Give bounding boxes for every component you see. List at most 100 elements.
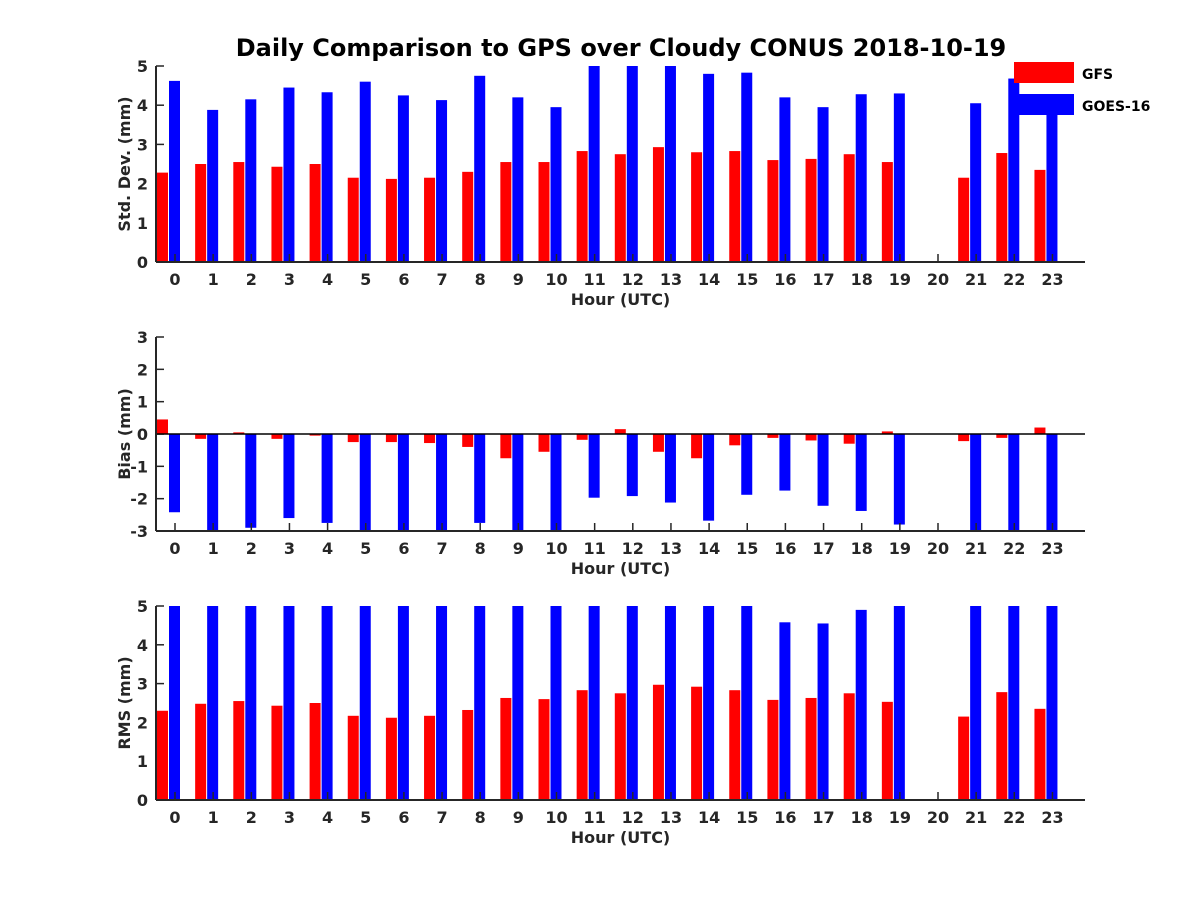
bar-goes-16-16 [779,97,791,262]
bar-gfs-8 [462,709,474,800]
bar-goes-16-12 [626,434,638,497]
bar-goes-16-9 [512,434,524,531]
x-tick-label: 12 [622,808,644,827]
bar-goes-16-22 [1008,434,1020,531]
bar-goes-16-14 [703,434,715,521]
bar-goes-16-9 [512,97,524,262]
bar-gfs-12 [614,154,626,262]
bar-goes-16-22 [1008,606,1020,800]
bar-gfs-13 [652,434,664,452]
x-tick-label: 3 [284,270,295,289]
y-tick-label: 4 [137,96,148,115]
bar-gfs-14 [691,686,703,800]
x-tick-label: 13 [660,539,682,558]
bar-goes-16-11 [588,606,600,800]
bar-goes-16-13 [664,66,676,262]
y-tick-label: -1 [130,457,148,476]
bar-gfs-10 [538,434,550,452]
bar-gfs-11 [576,434,588,440]
bar-gfs-3 [271,166,283,262]
bar-gfs-6 [385,178,397,262]
bar-goes-16-18 [855,609,867,800]
x-tick-label: 13 [660,808,682,827]
x-tick-label: 13 [660,270,682,289]
bar-goes-16-2 [245,606,257,800]
x-tick-label: 21 [965,808,987,827]
bar-goes-16-21 [970,606,982,800]
bar-gfs-22 [996,692,1008,800]
x-tick-label: 2 [246,808,257,827]
x-tick-label: 9 [513,808,524,827]
bar-gfs-4 [309,434,321,436]
bar-goes-16-11 [588,66,600,262]
bar-goes-16-3 [283,606,295,800]
bar-gfs-5 [347,715,359,800]
x-tick-label: 8 [475,270,486,289]
x-tick-label: 5 [360,539,371,558]
bar-gfs-13 [652,684,664,800]
x-tick-label: 19 [889,270,911,289]
y-tick-label: 2 [137,175,148,194]
y-axis-label: RMS (mm) [115,656,134,749]
x-tick-label: 21 [965,539,987,558]
bar-goes-16-10 [550,434,562,531]
x-tick-label: 17 [812,808,834,827]
bar-goes-16-10 [550,606,562,800]
bar-gfs-5 [347,177,359,262]
bar-goes-16-7 [436,434,448,531]
bar-goes-16-1 [207,434,219,531]
bar-gfs-16 [767,434,779,438]
bar-gfs-19 [881,162,893,262]
x-tick-label: 4 [322,808,333,827]
bar-gfs-8 [462,171,474,262]
bar-gfs-2 [233,432,245,434]
y-tick-label: -3 [130,522,148,541]
bar-gfs-1 [195,434,207,439]
bar-goes-16-5 [359,606,371,800]
bar-goes-16-17 [817,107,829,262]
bar-gfs-23 [1034,169,1046,262]
bar-goes-16-6 [397,434,409,531]
bar-gfs-4 [309,703,321,800]
x-tick-label: 23 [1041,808,1063,827]
x-tick-label: 20 [927,539,949,558]
bar-goes-16-21 [970,434,982,531]
bar-goes-16-7 [436,100,448,262]
x-tick-label: 22 [1003,808,1025,827]
x-tick-label: 11 [584,270,606,289]
y-tick-label: 1 [137,752,148,771]
bar-gfs-19 [881,431,893,434]
bar-gfs-8 [462,434,474,447]
bar-gfs-17 [805,158,817,262]
bar-goes-16-18 [855,434,867,511]
bar-goes-16-13 [664,606,676,800]
bar-gfs-6 [385,717,397,800]
x-tick-label: 10 [545,539,567,558]
bar-gfs-21 [958,177,970,262]
bar-goes-16-1 [207,606,219,800]
bar-gfs-7 [424,177,436,262]
x-tick-label: 18 [851,539,873,558]
bar-gfs-18 [843,154,855,262]
x-axis-label: Hour (UTC) [571,828,671,847]
legend-label-goes-16: GOES-16 [1082,99,1150,115]
x-tick-label: 7 [436,808,447,827]
bar-goes-16-2 [245,434,257,528]
x-tick-label: 15 [736,270,758,289]
x-tick-label: 4 [322,539,333,558]
bar-gfs-17 [805,697,817,800]
y-tick-label: 0 [137,425,148,444]
bar-gfs-4 [309,164,321,262]
bar-gfs-0 [157,172,168,262]
legend-swatch-gfs [1014,62,1074,83]
bar-goes-16-8 [474,75,486,262]
x-tick-label: 5 [360,808,371,827]
y-tick-label: 1 [137,393,148,412]
bar-goes-16-7 [436,606,448,800]
x-tick-label: 18 [851,270,873,289]
bar-gfs-7 [424,434,436,444]
bar-gfs-12 [614,693,626,800]
x-tick-label: 14 [698,539,720,558]
